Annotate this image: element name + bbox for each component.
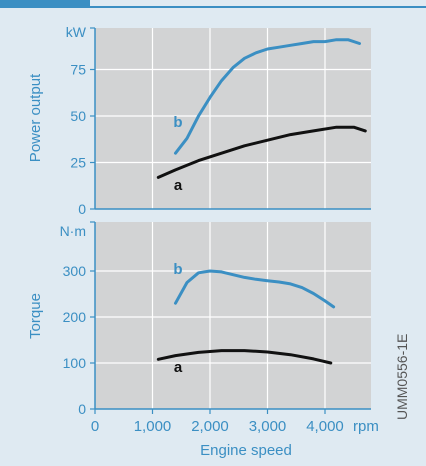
- y-tick-label: 0: [78, 201, 86, 217]
- series-label-b: b: [173, 114, 182, 131]
- series-label-a: a: [174, 177, 183, 194]
- y-unit-label: N·m: [60, 223, 86, 239]
- y-tick-label: 100: [63, 355, 87, 371]
- series-line-a: [156, 349, 333, 365]
- header-accent-bar: [0, 0, 90, 7]
- x-tick-label: 3,000: [249, 418, 287, 435]
- x-axis-unit: rpm: [353, 418, 379, 435]
- y-tick-label: 0: [78, 401, 86, 417]
- y-tick-label: 50: [70, 108, 86, 124]
- plot-area: [95, 222, 371, 409]
- y-tick-label: 25: [70, 155, 86, 171]
- series-line-a: [156, 125, 367, 179]
- y-tick-label: 300: [63, 263, 87, 279]
- x-tick-label: 0: [91, 418, 99, 435]
- series-label-b: b: [173, 261, 182, 278]
- x-tick-label: 4,000: [306, 418, 344, 435]
- chart-panel-1: [90, 221, 371, 410]
- series-line-b: [174, 269, 336, 309]
- chart-panel-0: [90, 27, 371, 210]
- x-tick-label: 2,000: [191, 418, 229, 435]
- y-tick-label: 75: [70, 62, 86, 78]
- series-line-b: [174, 38, 361, 155]
- x-tick-label: 1,000: [134, 418, 172, 435]
- y-tick-label: 200: [63, 309, 87, 325]
- y-unit-label: kW: [66, 24, 87, 40]
- x-axis-label: Engine speed: [200, 442, 292, 459]
- y-axis-title: Power output: [27, 73, 44, 162]
- plot-area: [95, 28, 371, 209]
- y-axis-title: Torque: [27, 293, 44, 339]
- series-label-a: a: [174, 359, 183, 376]
- figure-code: UMM0556-1E: [394, 334, 410, 420]
